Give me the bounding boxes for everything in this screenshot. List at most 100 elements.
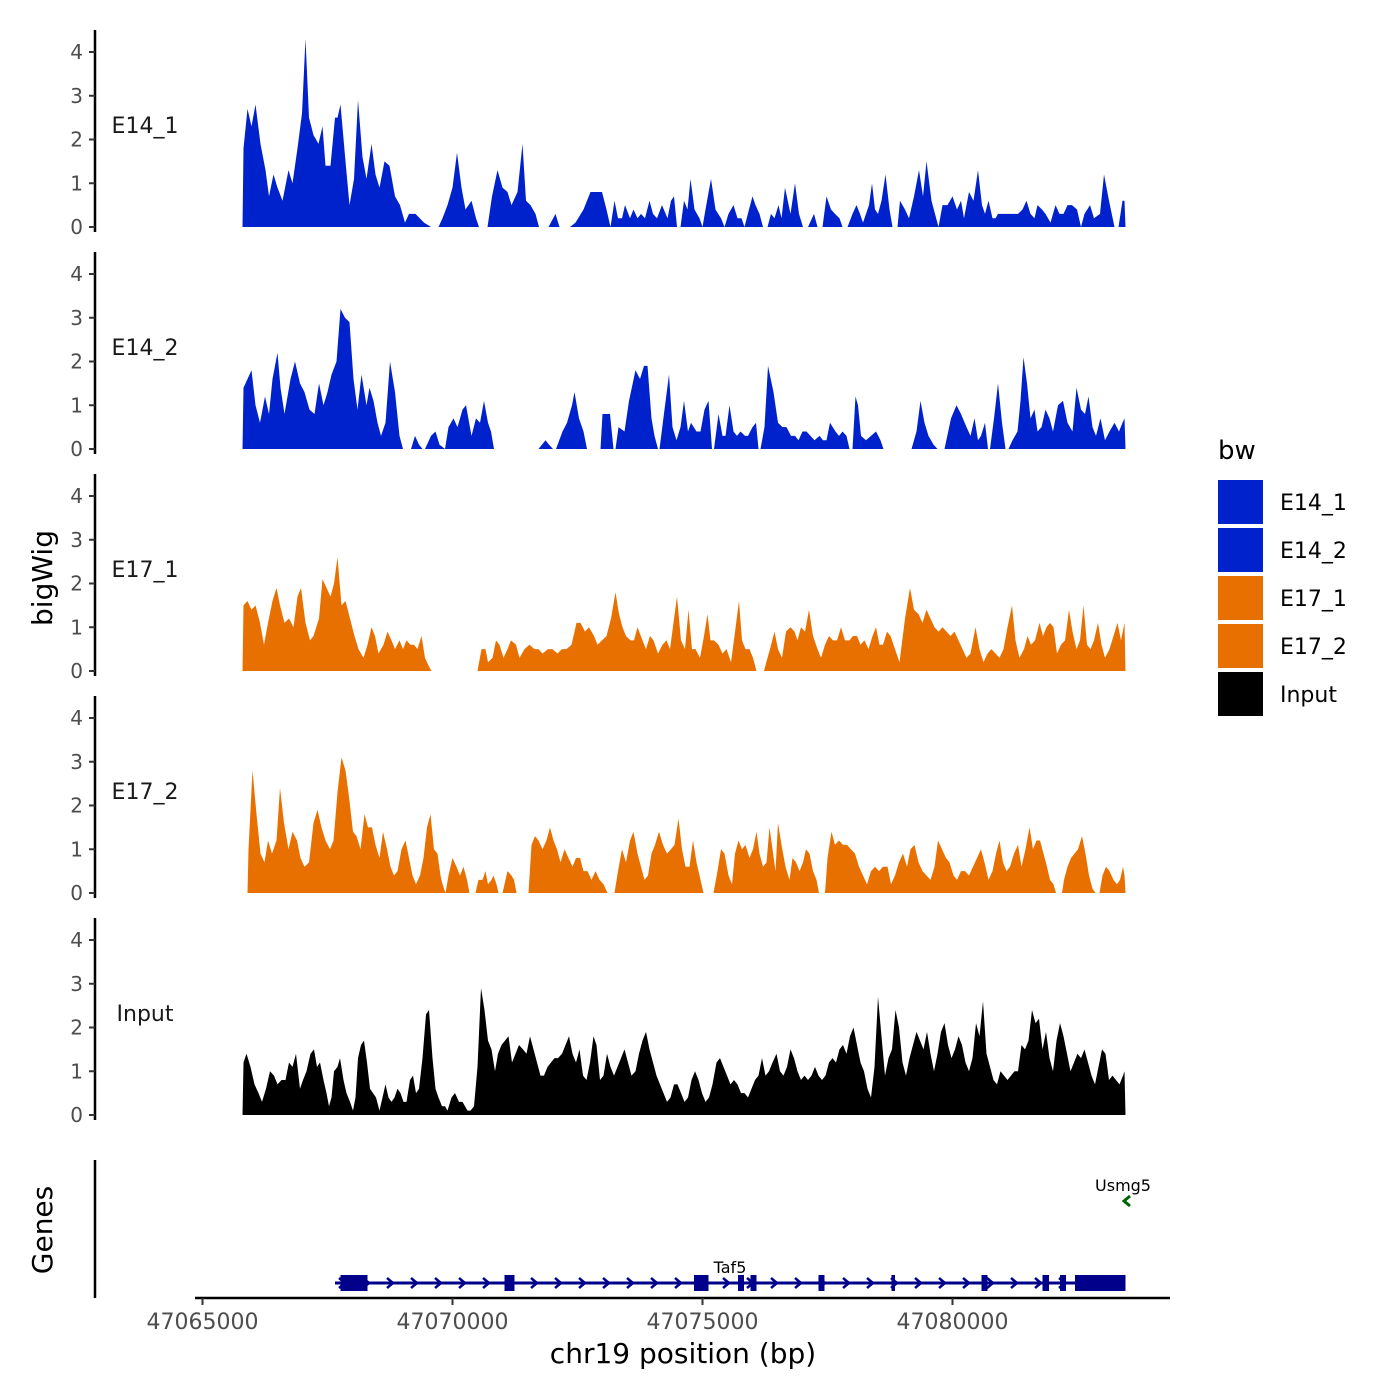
- legend-title: bw: [1218, 436, 1256, 466]
- exon: [504, 1275, 515, 1291]
- strand-arrow: [794, 1277, 803, 1289]
- y-tick-label: 0: [70, 215, 83, 239]
- coverage-area: [247, 757, 1126, 893]
- exon: [750, 1275, 757, 1291]
- strand-arrow: [674, 1277, 683, 1289]
- strand-arrow: [554, 1277, 563, 1289]
- coverage-area: [242, 988, 1126, 1115]
- x-axis-title: chr19 position (bp): [550, 1337, 816, 1370]
- legend-item: E17_1: [1218, 576, 1347, 620]
- y-tick-label: 2: [70, 350, 83, 374]
- y-tick-label: 0: [70, 881, 83, 905]
- exon: [818, 1275, 825, 1291]
- strand-arrow: [458, 1277, 467, 1289]
- x-tick-label: 47080000: [897, 1310, 1009, 1335]
- legend-swatch: [1218, 624, 1263, 668]
- exon: [1075, 1275, 1126, 1291]
- strand-arrow: [602, 1277, 611, 1289]
- track-label: Input: [117, 1002, 174, 1027]
- exon: [1060, 1275, 1066, 1291]
- legend-item: Input: [1218, 672, 1337, 716]
- legend-label: E17_1: [1280, 587, 1347, 612]
- exon: [891, 1275, 895, 1291]
- legend-swatch: [1218, 576, 1263, 620]
- strand-arrow: [650, 1277, 659, 1289]
- y-tick-label: 1: [70, 837, 83, 861]
- gene-usmg5: Usmg5: [1095, 1176, 1151, 1208]
- coverage-area: [242, 309, 1126, 449]
- strand-arrow: [914, 1277, 923, 1289]
- track-label: E14_1: [112, 114, 179, 139]
- exon: [1042, 1275, 1049, 1291]
- x-axis: 47065000 47070000 47075000 47080000: [147, 1296, 1170, 1335]
- exon: [694, 1275, 709, 1291]
- y-tick-label: 1: [70, 615, 83, 639]
- strand-arrow: [578, 1277, 587, 1289]
- y-tick-label: 3: [70, 750, 83, 774]
- legend-item: E14_1: [1218, 480, 1347, 524]
- exon: [738, 1275, 744, 1291]
- track-E17_2: 0 1 2 3 4 E17_2: [70, 696, 1126, 905]
- strand-arrow: [434, 1277, 443, 1289]
- y-tick-label: 0: [70, 1103, 83, 1127]
- legend-swatch: [1218, 528, 1263, 572]
- strand-arrow: [386, 1277, 395, 1289]
- exon: [340, 1275, 368, 1291]
- y-tick-label: 4: [70, 484, 83, 508]
- strand-arrow: [962, 1277, 971, 1289]
- strand-arrow: [842, 1277, 851, 1289]
- strand-arrow: [626, 1277, 635, 1289]
- gene-label: Usmg5: [1095, 1176, 1151, 1195]
- coverage-area: [242, 557, 1126, 671]
- strand-arrow: [1034, 1277, 1043, 1289]
- y-tick-label: 0: [70, 659, 83, 683]
- y-tick-label: 4: [70, 928, 83, 952]
- legend-swatch: [1218, 480, 1263, 524]
- strand-arrow: [722, 1277, 731, 1289]
- strand-arrow: [770, 1277, 779, 1289]
- legend-item: E14_2: [1218, 528, 1347, 572]
- legend-label: E14_1: [1280, 491, 1347, 516]
- strand-arrow: [482, 1277, 491, 1289]
- track-label: E14_2: [112, 336, 179, 361]
- track-E14_1: 0 1 2 3 4 E14_1: [70, 30, 1126, 239]
- y-tick-label: 2: [70, 128, 83, 152]
- tracks-layer: 0 1 2 3 4 E14_1 0 1 2 3 4 E14_2 0 1 2 3 4 E17_1 0 1 2 3 4 E17_2…: [70, 30, 1126, 1127]
- legend-item: E17_2: [1218, 624, 1347, 668]
- exon: [981, 1275, 988, 1291]
- strand-arrow: [1010, 1277, 1019, 1289]
- gene-label: Taf5: [713, 1258, 747, 1277]
- strand-arrow: [410, 1277, 419, 1289]
- track-Input: 0 1 2 3 4 Input: [70, 918, 1126, 1127]
- legend-label: Input: [1280, 683, 1337, 708]
- y-tick-label: 0: [70, 437, 83, 461]
- x-tick-label: 47065000: [147, 1310, 259, 1335]
- legend-label: E14_2: [1280, 539, 1347, 564]
- coverage-area: [242, 38, 1126, 228]
- y-tick-label: 2: [70, 1016, 83, 1040]
- legend: E14_1 E14_2 E17_1 E17_2 Input: [1218, 480, 1347, 716]
- genes-axis-title: Genes: [26, 1186, 59, 1274]
- strand-arrow: [938, 1277, 947, 1289]
- y-tick-label: 1: [70, 171, 83, 195]
- strand-arrow: [1121, 1194, 1131, 1208]
- strand-arrow: [866, 1277, 875, 1289]
- legend-label: E17_2: [1280, 635, 1347, 660]
- y-tick-label: 3: [70, 84, 83, 108]
- y-tick-label: 2: [70, 794, 83, 818]
- y-axis-title: bigWig: [26, 530, 59, 626]
- y-tick-label: 3: [70, 306, 83, 330]
- y-tick-label: 4: [70, 262, 83, 286]
- track-E14_2: 0 1 2 3 4 E14_2: [70, 252, 1126, 461]
- y-tick-label: 3: [70, 528, 83, 552]
- strand-arrow: [986, 1277, 995, 1289]
- y-tick-label: 4: [70, 40, 83, 64]
- gene-taf5: Taf5: [335, 1258, 1126, 1291]
- y-tick-label: 1: [70, 393, 83, 417]
- strand-arrow: [530, 1277, 539, 1289]
- track-label: E17_1: [112, 558, 179, 583]
- y-tick-label: 3: [70, 972, 83, 996]
- legend-swatch: [1218, 672, 1263, 716]
- genes-track: Taf5 Usmg5: [93, 1160, 1151, 1298]
